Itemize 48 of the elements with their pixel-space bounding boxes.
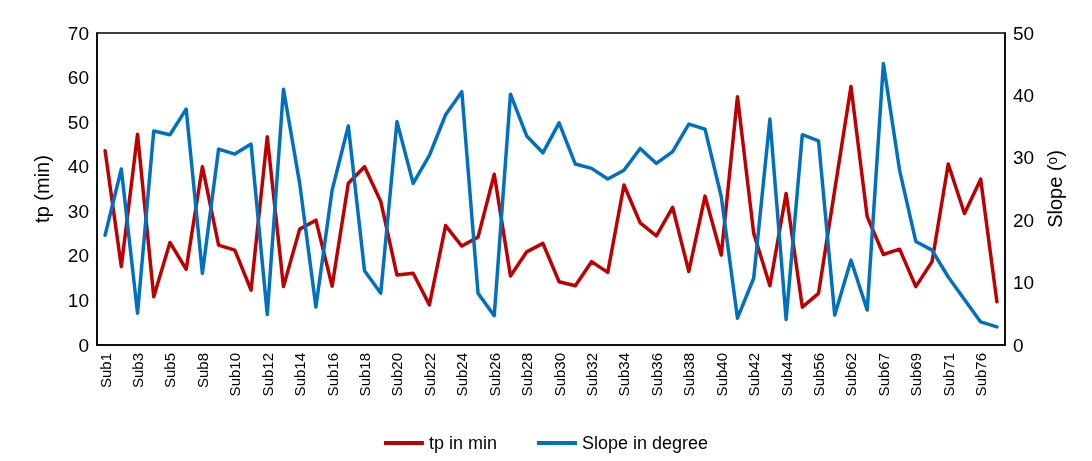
x-tick-label: Sub10: [226, 353, 244, 397]
x-tick-label: Sub8: [193, 353, 211, 389]
x-tick-label: Sub30: [550, 353, 568, 397]
x-tick-label: Sub28: [518, 353, 536, 397]
y-tick-label: 50: [67, 111, 89, 133]
x-tick-label: Sub5: [161, 353, 179, 389]
y2-tick-label: 10: [1013, 272, 1035, 294]
x-tick-label: Sub69: [907, 353, 925, 397]
y-tick-label: 60: [67, 67, 89, 89]
x-tick-label: Sub76: [972, 353, 990, 397]
x-tick-label: Sub18: [356, 353, 374, 397]
y-tick-label: 40: [67, 156, 89, 178]
x-tick-label: Sub14: [291, 353, 309, 397]
x-tick-label: Sub38: [680, 353, 698, 397]
y2-axis-title: Slope (ᵒ): [1044, 150, 1067, 228]
y-tick-label: 10: [67, 289, 89, 311]
y-axis-title: tp (min): [31, 155, 53, 223]
x-tick-label: Sub32: [583, 353, 601, 397]
legend-label: Slope in degree: [581, 433, 709, 453]
x-tick-label: Sub22: [420, 353, 438, 397]
x-tick-label: Sub67: [874, 353, 892, 397]
y-tick-label: 20: [67, 245, 89, 267]
x-tick-label: Sub1: [96, 353, 114, 389]
y-tick-label: 70: [67, 22, 89, 44]
x-tick-label: Sub20: [388, 353, 406, 397]
x-tick-label: Sub44: [777, 353, 795, 397]
y-tick-label: 30: [67, 200, 89, 222]
y2-tick-label: 50: [1013, 22, 1035, 44]
y2-tick-label: 40: [1013, 84, 1035, 106]
line-series: [103, 84, 999, 309]
legend-label: tp in min: [428, 433, 497, 453]
y2-tick-label: 30: [1013, 147, 1035, 169]
y-tick-label: 0: [78, 334, 89, 356]
x-tick-label: Sub3: [129, 353, 147, 389]
x-tick-label: Sub36: [647, 353, 665, 397]
x-tick-label: Sub56: [810, 353, 828, 397]
x-tick-label: Sub34: [615, 353, 633, 397]
x-tick-label: Sub62: [842, 353, 860, 397]
y2-tick-label: 20: [1013, 209, 1035, 231]
x-tick-label: Sub26: [485, 353, 503, 397]
line-series: [103, 61, 999, 329]
x-tick-label: Sub71: [939, 353, 957, 397]
x-tick-label: Sub24: [453, 353, 471, 397]
x-tick-label: Sub40: [712, 353, 730, 397]
x-tick-label: Sub16: [323, 353, 341, 397]
y2-tick-label: 0: [1013, 334, 1024, 356]
x-tick-label: Sub42: [745, 353, 763, 397]
x-tick-label: Sub12: [258, 353, 276, 397]
